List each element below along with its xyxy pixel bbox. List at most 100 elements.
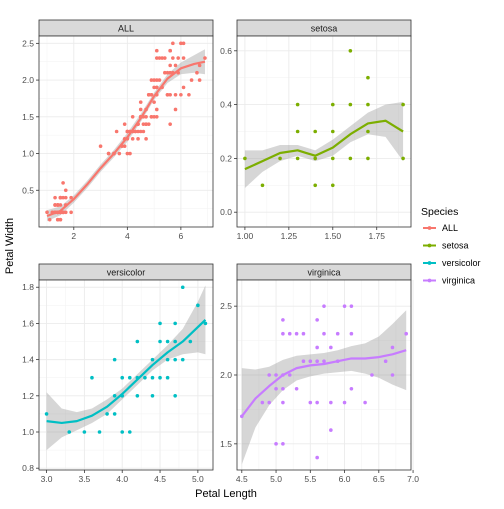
data-point <box>171 41 175 46</box>
data-point <box>287 373 292 377</box>
data-point <box>330 183 335 188</box>
data-point <box>53 203 57 207</box>
data-point <box>47 217 52 222</box>
data-point <box>157 78 162 82</box>
data-point <box>197 78 202 82</box>
panel-virginica: virginica 4.5 5.0 5.5 6.0 6.5 7.0 1.5 2.0 2.5 <box>220 263 419 484</box>
data-point <box>315 359 319 364</box>
data-point <box>136 129 140 134</box>
data-point <box>158 321 162 326</box>
y-tick-label: 1.0 <box>22 427 34 437</box>
data-point <box>160 56 164 60</box>
data-point <box>308 400 313 405</box>
data-point <box>366 129 370 134</box>
data-point <box>188 339 193 344</box>
data-point <box>58 203 63 207</box>
data-point <box>281 386 285 391</box>
data-point <box>168 70 172 75</box>
data-point <box>197 63 202 68</box>
panel-border <box>38 35 214 228</box>
strip-label-ALL: ALL <box>118 24 134 34</box>
data-point <box>105 412 109 416</box>
data-point <box>154 56 159 60</box>
y-tick-label: 1.8 <box>22 282 34 292</box>
data-point <box>404 331 409 336</box>
data-point <box>322 359 326 364</box>
data-point <box>158 339 162 344</box>
y-tick-label: 2.0 <box>220 370 232 380</box>
legend-label-virginica: virginica <box>442 276 475 286</box>
data-point <box>181 56 186 60</box>
data-point <box>152 85 156 90</box>
data-point <box>67 430 72 434</box>
x-tick-label: 3.0 <box>41 474 53 484</box>
data-point <box>173 321 177 326</box>
data-point <box>181 85 186 90</box>
data-point <box>349 304 354 308</box>
data-point <box>152 100 156 104</box>
data-point <box>130 115 135 119</box>
data-point <box>150 357 155 362</box>
data-point <box>181 41 186 46</box>
data-point <box>114 129 119 134</box>
data-point <box>366 75 370 80</box>
confidence-band <box>46 285 206 451</box>
data-point <box>363 400 367 405</box>
y-tick-label: 0.8 <box>22 463 34 473</box>
legend-key-point <box>427 226 432 230</box>
data-point <box>122 144 127 148</box>
data-point <box>189 78 194 82</box>
data-point <box>149 92 154 97</box>
data-point <box>150 375 155 380</box>
data-point <box>112 357 117 362</box>
data-point <box>401 102 405 107</box>
data-point <box>135 339 140 344</box>
legend-label-versicolor: versicolor <box>442 258 481 268</box>
data-point <box>348 102 353 107</box>
data-point <box>125 151 130 156</box>
strip-label-virginica: virginica <box>307 268 340 278</box>
data-point <box>348 49 353 53</box>
strip-label-setosa: setosa <box>311 24 338 34</box>
data-point <box>179 41 183 46</box>
data-point <box>203 56 207 60</box>
y-tick-label: 1.4 <box>22 355 34 365</box>
y-tick-label: 1.2 <box>22 391 34 401</box>
data-point <box>168 92 172 97</box>
data-point <box>287 331 292 336</box>
data-point <box>301 359 306 364</box>
data-point <box>313 183 318 188</box>
data-point <box>281 318 285 322</box>
data-point <box>278 156 282 161</box>
data-point <box>117 151 122 156</box>
data-point <box>127 430 132 434</box>
y-axis-title: Petal Width <box>4 218 16 274</box>
data-point <box>61 210 65 215</box>
data-point <box>149 115 154 119</box>
data-point <box>294 331 299 336</box>
data-point <box>173 357 177 362</box>
data-point <box>106 151 111 156</box>
data-point <box>45 210 49 215</box>
data-point <box>90 375 94 380</box>
data-point <box>173 107 178 112</box>
data-point <box>144 115 148 119</box>
data-point <box>141 129 146 134</box>
confidence-band <box>244 101 404 188</box>
x-tick-label: 4 <box>125 231 130 241</box>
data-point <box>294 386 299 391</box>
panel-setosa: setosa 1.00 1.25 1.50 1.75 0.0 0.2 0.4 0.6 <box>220 19 412 241</box>
data-point <box>53 195 57 200</box>
data-point <box>168 63 172 68</box>
data-point <box>141 122 146 126</box>
panel-border <box>38 279 214 471</box>
data-point <box>313 129 318 134</box>
strip-label-versicolor: versicolor <box>107 268 146 278</box>
data-point <box>281 400 285 405</box>
data-point <box>165 339 170 344</box>
smooth-line <box>46 319 207 425</box>
data-point <box>63 188 68 193</box>
data-point <box>120 430 125 434</box>
data-point <box>315 455 319 460</box>
data-point <box>122 122 127 126</box>
